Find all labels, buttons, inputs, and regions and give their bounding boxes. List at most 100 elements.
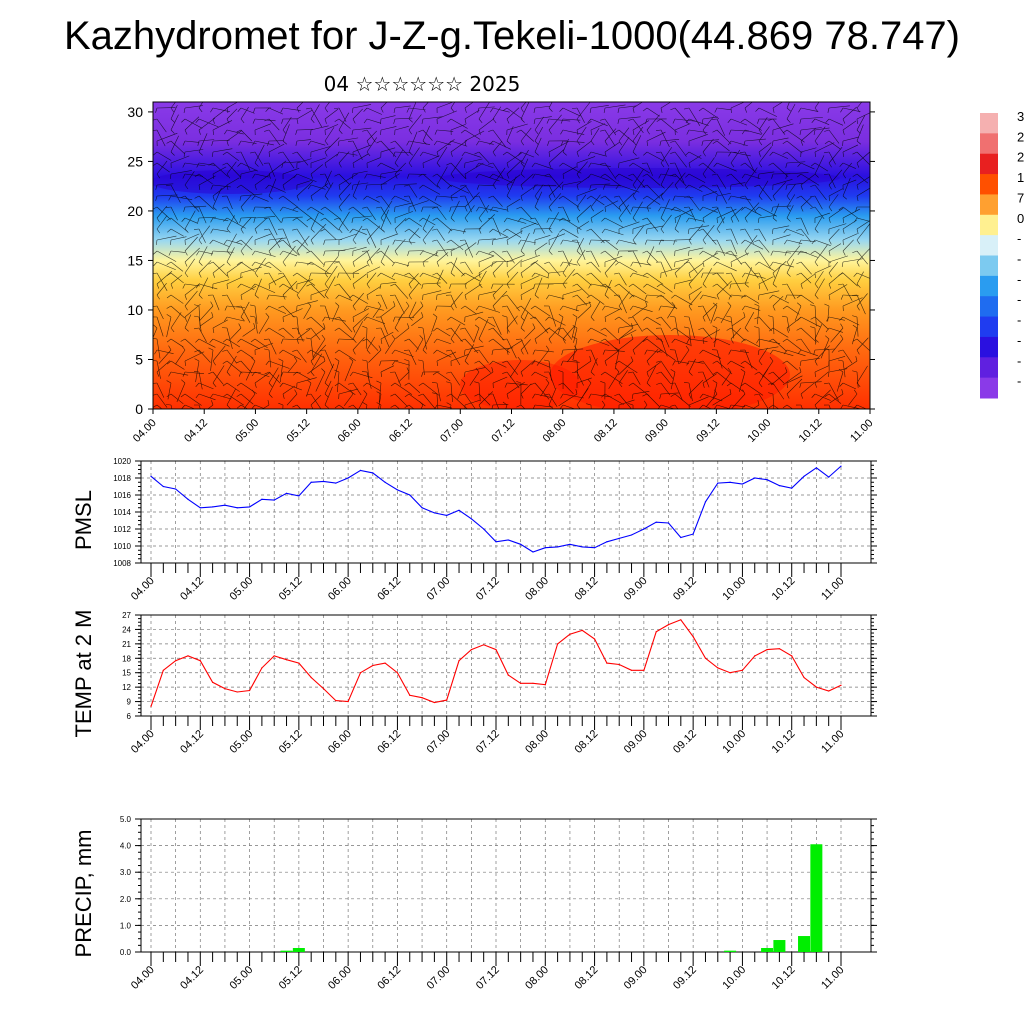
wind-barb	[667, 305, 676, 319]
wind-barb-flag	[310, 195, 313, 201]
wind-barb	[688, 286, 703, 296]
wind-barb-flag	[502, 151, 508, 156]
wind-barb	[254, 195, 269, 202]
data-point	[655, 521, 657, 523]
wind-barb-flag	[236, 305, 242, 308]
wind-barb-flag	[450, 173, 455, 179]
wind-barb-flag	[742, 389, 746, 395]
wind-barb-flag	[208, 261, 214, 265]
wind-barb-flag	[502, 338, 508, 340]
wind-barb	[464, 205, 475, 219]
wind-barb-flag	[310, 239, 314, 245]
wind-barb-flag	[740, 118, 746, 123]
wind-barb	[226, 217, 246, 229]
wind-barb-flag	[772, 272, 776, 278]
wind-barb-flag	[712, 283, 718, 287]
wind-barb-flag	[572, 107, 578, 110]
wind-barb	[212, 184, 231, 188]
wind-barb-flag	[377, 162, 382, 167]
wind-barb-flag	[166, 184, 172, 187]
wind-barb	[198, 102, 204, 109]
data-point	[532, 551, 534, 553]
wind-barb	[366, 316, 386, 324]
wind-barb	[730, 182, 746, 186]
wind-barb	[758, 228, 767, 242]
colorbar-label: -	[1017, 353, 1021, 368]
wind-barb	[786, 317, 802, 329]
wind-barb	[716, 162, 737, 172]
wind-barb	[828, 382, 839, 401]
wind-barb-flag	[362, 217, 368, 221]
wind-barb-flag	[166, 314, 172, 318]
wind-barb-flag	[656, 118, 662, 122]
wind-barb	[338, 217, 349, 231]
wind-barb-flag	[434, 195, 438, 201]
wind-barb	[331, 305, 340, 322]
wind-barb	[324, 386, 333, 406]
wind-barb	[562, 404, 576, 409]
wind-barb	[814, 365, 829, 373]
wind-barb-flag	[799, 129, 802, 135]
wind-barb	[800, 250, 819, 258]
wind-barb	[604, 128, 617, 142]
wind-barb	[310, 125, 329, 131]
wind-barb-flag	[632, 107, 635, 113]
wind-barb	[436, 173, 453, 187]
wind-barb-flag	[604, 316, 607, 322]
wind-barb-flag	[810, 206, 816, 209]
wind-barb	[156, 215, 168, 230]
wind-barb	[296, 109, 313, 120]
x-tick-label: 04.00	[129, 575, 157, 603]
wind-barb-flag	[406, 173, 410, 179]
wind-barb-flag	[852, 250, 858, 254]
wind-barb	[618, 239, 637, 245]
wind-barb	[856, 223, 870, 241]
wind-barb-flag	[181, 345, 186, 351]
wind-barb	[310, 107, 323, 128]
wind-barb-flag	[166, 261, 172, 265]
wind-barb-flag	[590, 140, 595, 146]
wind-barb	[279, 360, 284, 383]
wind-barb-flag	[824, 140, 830, 145]
wind-barb	[716, 140, 730, 152]
wind-barb	[243, 393, 256, 409]
wind-barb	[814, 324, 823, 340]
wind-barb-flag	[376, 195, 382, 198]
x-tick-label: 11.00	[819, 575, 846, 602]
wind-barb-flag	[700, 294, 704, 300]
wind-barb-flag	[253, 107, 256, 113]
wind-barb-flag	[659, 140, 662, 146]
wind-barb-flag	[335, 294, 340, 299]
wind-barb-flag	[352, 195, 357, 200]
wind-barb-flag	[252, 118, 256, 124]
wind-barb	[618, 272, 627, 286]
wind-barb-flag	[615, 367, 620, 373]
wind-barb-flag	[450, 250, 452, 256]
wind-barb	[170, 105, 178, 120]
wind-barb	[478, 305, 501, 313]
wind-barb	[184, 233, 200, 241]
x-tick-label: 05.12	[285, 417, 313, 445]
wind-barb	[352, 225, 363, 241]
wind-barb	[464, 242, 477, 252]
wind-barb	[520, 254, 541, 263]
wind-barb	[772, 295, 784, 307]
wind-barb	[800, 239, 816, 243]
wind-barb	[618, 294, 627, 314]
wind-barb	[548, 118, 571, 122]
wind-barb-flag	[699, 404, 704, 409]
wind-barb	[848, 393, 858, 406]
y-tick-label: 6	[127, 712, 132, 721]
wind-barb-flag	[236, 349, 242, 354]
wind-barb	[408, 184, 418, 198]
wind-barb-flag	[586, 272, 592, 276]
wind-barb	[702, 250, 720, 260]
wind-barb-flag	[211, 400, 214, 406]
wind-barb	[422, 332, 433, 351]
wind-barb	[856, 404, 868, 409]
wind-barb	[198, 225, 211, 241]
wind-barb-flag	[352, 107, 354, 113]
wind-barb	[310, 104, 320, 120]
wind-barb-flag	[744, 250, 748, 256]
